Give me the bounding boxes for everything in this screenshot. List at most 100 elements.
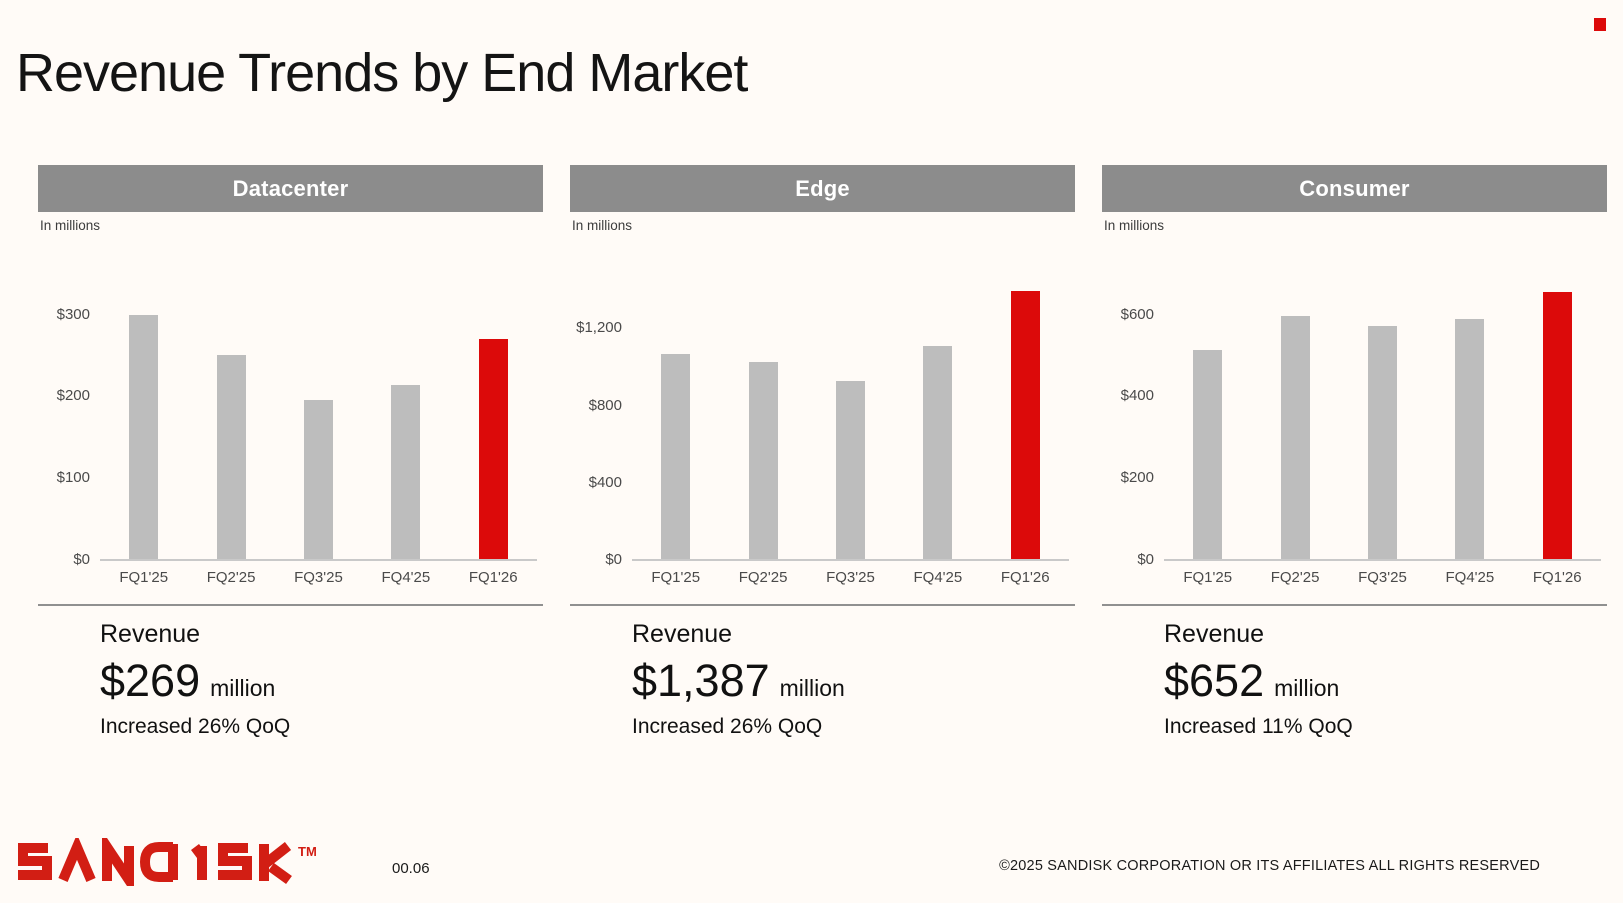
bar-slot [820,381,880,559]
bar-highlight-FQ1'26 [1542,292,1572,559]
x-tick-label: FQ1'26 [1000,569,1050,586]
units-label: In millions [1104,218,1165,233]
bar-slot [1440,319,1500,559]
plot-area [100,283,537,561]
bar-slot [1352,326,1412,559]
bar-FQ2'25 [216,355,246,559]
bar-FQ1'25 [1193,350,1223,559]
revenue-value-row: $1,387 million [632,655,1075,707]
y-tick-label: $0 [73,551,90,568]
bar-FQ4'25 [923,346,953,559]
revenue-label: Revenue [1164,620,1265,648]
x-tick-label: FQ1'25 [119,569,169,586]
units-label: In millions [40,218,101,233]
y-tick-label: $200 [56,387,90,404]
y-tick-label: $300 [56,306,90,323]
y-tick-label: $0 [605,551,622,568]
page-number: 00.06 [392,860,430,877]
revenue-unit: million [1274,675,1340,701]
revenue-change: Increased 11% QoQ [1164,715,1353,738]
revenue-value: $269 [100,655,201,706]
x-tick-label: FQ1'26 [468,569,518,586]
revenue-label: Revenue [100,620,201,648]
bar-highlight-FQ1'26 [478,339,508,559]
revenue-change: Increased 26% QoQ [632,715,823,738]
y-tick-label: $0 [1137,551,1154,568]
x-tick-label: FQ3'25 [1358,569,1407,586]
divider-line [570,604,1075,606]
x-tick-label: FQ3'25 [826,569,875,586]
revenue-change: Increased 26% QoQ [100,715,291,738]
revenue-label: Revenue [632,620,733,648]
bar-FQ2'25 [1280,316,1310,559]
plot-area [632,283,1069,561]
x-axis: FQ1'25 FQ2'25 FQ3'25 FQ4'25 FQ1'26 [100,561,537,586]
sandisk-logo: TM [16,830,326,897]
panel-header-consumer: Consumer [1102,165,1607,212]
bar-chart-datacenter: $0 $100 $200 $300 [38,283,543,568]
y-axis: $0 $200 $400 $600 [1102,283,1154,568]
bar-slot [1265,316,1325,559]
bar-slot [646,354,706,559]
panel-consumer: Consumer In millions $0 $200 $400 $600 FQ1'… [1102,165,1607,739]
bar-slot [908,346,968,559]
y-tick-label: $100 [56,469,90,486]
x-tick-label: FQ1'25 [651,569,701,586]
panel-header-datacenter: Datacenter [38,165,543,212]
x-tick-label: FQ1'25 [1183,569,1233,586]
bar-slot [1527,292,1587,559]
bar-chart-consumer: $0 $200 $400 $600 [1102,283,1607,568]
revenue-summary: Revenue $269 million Increased 26% QoQ [100,620,543,739]
bar-slot [114,315,174,559]
chart-panels: Datacenter In millions $0 $100 $200 $300 FQ… [38,165,1607,739]
bar-slot [463,339,523,559]
revenue-value-row: $269 million [100,655,543,707]
revenue-unit: million [210,675,276,701]
panel-edge: Edge In millions $0 $400 $800 $1,200 FQ1'25… [570,165,1075,739]
divider-line [1102,604,1607,606]
bar-FQ3'25 [303,400,333,559]
x-axis: FQ1'25 FQ2'25 FQ3'25 FQ4'25 FQ1'26 [632,561,1069,586]
y-axis: $0 $100 $200 $300 [38,283,90,568]
bar-slot [1178,350,1238,559]
panel-header-edge: Edge [570,165,1075,212]
trademark-symbol: TM [298,844,317,859]
bar-FQ3'25 [1367,326,1397,559]
x-tick-label: FQ2'25 [1270,569,1320,586]
plot-area [1164,283,1601,561]
units-label: In millions [572,218,633,233]
y-tick-label: $400 [1120,387,1154,404]
bar-slot [288,400,348,559]
bar-slot [376,385,436,559]
y-tick-label: $200 [1120,469,1154,486]
revenue-value: $1,387 [632,655,770,706]
revenue-value: $652 [1164,655,1265,706]
x-tick-label: FQ4'25 [1445,569,1495,586]
y-axis: $0 $400 $800 $1,200 [570,283,622,568]
x-tick-label: FQ2'25 [206,569,256,586]
copyright-text: ©2025 SANDISK CORPORATION OR ITS AFFILIA… [999,858,1540,874]
bar-chart-edge: $0 $400 $800 $1,200 [570,283,1075,568]
x-axis: FQ1'25 FQ2'25 FQ3'25 FQ4'25 FQ1'26 [1164,561,1601,586]
bar-FQ4'25 [1455,319,1485,559]
revenue-summary: Revenue $652 million Increased 11% QoQ [1164,620,1607,739]
revenue-value-row: $652 million [1164,655,1607,707]
x-tick-label: FQ3'25 [294,569,343,586]
bar-FQ2'25 [748,362,778,559]
bar-highlight-FQ1'26 [1010,291,1040,559]
y-tick-label: $400 [588,474,622,491]
y-tick-label: $800 [588,397,622,414]
bar-FQ1'25 [661,354,691,559]
bar-slot [201,355,261,559]
y-tick-label: $1,200 [576,319,622,336]
bar-FQ3'25 [835,381,865,559]
revenue-unit: million [779,675,845,701]
x-tick-label: FQ4'25 [913,569,963,586]
revenue-summary: Revenue $1,387 million Increased 26% QoQ [632,620,1075,739]
x-tick-label: FQ2'25 [738,569,788,586]
x-tick-label: FQ4'25 [381,569,431,586]
panel-datacenter: Datacenter In millions $0 $100 $200 $300 FQ… [38,165,543,739]
bar-FQ1'25 [129,315,159,559]
bar-slot [995,291,1055,559]
page-title: Revenue Trends by End Market [16,43,748,104]
